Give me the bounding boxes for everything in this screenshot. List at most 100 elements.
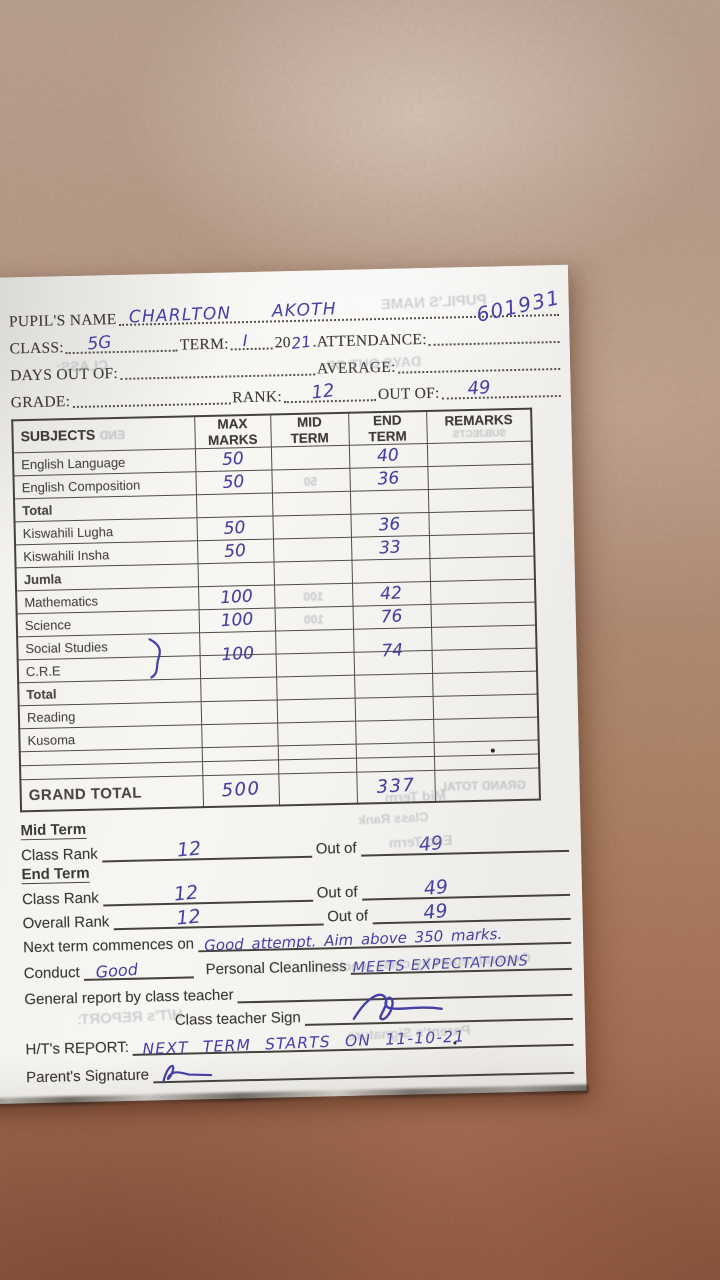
grade-rank-line: GRADE: RANK: 12 OUT OF: 49 (10, 377, 563, 413)
max-cell: 50 (194, 447, 272, 472)
max-cell: 50 (195, 470, 272, 495)
remarks-cell (431, 625, 537, 651)
end-line1: END (372, 412, 402, 429)
rank-dotted-line: 12 (284, 380, 377, 404)
mid-cell (272, 514, 351, 540)
mid-cell (270, 445, 350, 471)
max-cell: 50 (197, 539, 274, 564)
ghost-mid-term: Mid Term (384, 786, 447, 806)
end-cell (351, 558, 430, 584)
overall-out-of-handwritten: 49 (422, 899, 449, 925)
ghost-class: CLASS: (55, 356, 109, 376)
out-of-label: OUT OF: (377, 384, 440, 404)
mid-cell (272, 537, 352, 563)
out-of-line: 49 (371, 899, 571, 925)
max-cell (201, 722, 278, 748)
remarks-cell (429, 579, 536, 605)
grand-total-mid-cell (278, 772, 358, 806)
out-of-line: 49 (361, 876, 571, 901)
end-cell (349, 489, 429, 515)
mid-cell: 50 (271, 468, 350, 494)
handwritten-bracket (148, 638, 161, 679)
grand-total-max-cell: 500 (202, 773, 280, 808)
subject-cell: Kusoma (19, 724, 202, 752)
class-handwritten: 5G (86, 332, 113, 355)
class-rank-line: 12 (102, 882, 313, 907)
year-prefix-printed: 20 (274, 334, 292, 352)
end-handwritten: 76 (380, 605, 404, 627)
subjects-header-text: SUBJECTS (20, 426, 96, 445)
parent-sign-row: Parent's Signature (25, 1048, 578, 1087)
parent-signature (162, 1064, 213, 1084)
mid-cell: 100 (274, 606, 354, 632)
teacher-sign-label: Class teacher Sign (174, 1009, 301, 1029)
parent-sign-line (152, 1057, 575, 1084)
max-handwritten: 100 (219, 585, 254, 608)
report-card-content: PUPIL'S NAME CHARLTON AKOTH 601931 CLASS… (8, 285, 578, 1088)
end-cell (354, 673, 433, 699)
mid-cell (271, 491, 351, 517)
mid-line1: MID (296, 414, 322, 430)
end-term-heading: End Term (21, 865, 90, 885)
teacher-sign-row: Class teacher Sign (25, 993, 577, 1033)
grade-label: GRADE: (10, 393, 71, 412)
max-cell (200, 677, 277, 702)
end-line2: TERM (368, 427, 407, 444)
out-of-label: Out of (316, 883, 358, 902)
max-handwritten: 50 (222, 471, 246, 493)
teacher-signature (352, 993, 443, 1021)
remarks-cell (430, 602, 537, 628)
subject-text: Social Studies (25, 638, 108, 656)
end-cell: 33 (350, 535, 430, 561)
remarks-cell (426, 441, 533, 467)
class-rank-label: Class Rank (20, 845, 98, 865)
out-of-label: Out of (315, 839, 357, 858)
remarks-header-text: REMARKS (444, 412, 513, 429)
overall-rank-label: Overall Rank (22, 913, 110, 933)
col-header-end-term: END TERM (348, 411, 427, 446)
col-header-mid-term: MID TERM (270, 412, 349, 448)
pupil-name-dotted-line: CHARLTON AKOTH 601931 (118, 285, 562, 328)
admission-number-handwritten: 601931 (473, 285, 563, 327)
end-handwritten-spanning: 74 (381, 639, 404, 661)
mid-line2: TERM (290, 429, 329, 446)
footer-section: Mid Term Class Rank 12 Out of 49 End Ter… (20, 810, 578, 1086)
ghost-number: 100 (303, 611, 324, 627)
average-dotted-line (397, 364, 561, 374)
term-dotted-line: I (230, 331, 273, 351)
mid-cell (276, 698, 356, 723)
subject-cell: Social Studies (17, 632, 200, 679)
mid-cell (276, 675, 355, 701)
col-header-subjects: SUBJECTS END (12, 416, 195, 453)
end-cell: 42 (352, 581, 431, 607)
parent-sign-label: Parent's Signature (25, 1066, 150, 1087)
max-cell (195, 493, 273, 518)
next-term-label: Next term commences on (23, 935, 195, 957)
rank-label: RANK: (232, 388, 283, 407)
overall-rank-line: 12 (113, 905, 324, 931)
remarks-cell (433, 717, 539, 743)
end-handwritten: 40 (376, 444, 400, 467)
grand-total-label: GRAND TOTAL (20, 775, 204, 812)
marks-table: SUBJECTS END MAX MARKS MID TERM END TERM RE… (11, 407, 541, 813)
end-cell (354, 696, 434, 722)
conduct-handwritten: Good (94, 959, 139, 982)
max-cell: 100 (198, 585, 275, 610)
mid-cell (275, 652, 355, 678)
ghost-end-text: END (99, 427, 125, 443)
max-handwritten: 50 (223, 540, 247, 562)
overall-rank-handwritten: 12 (175, 905, 202, 930)
mid-cell (275, 629, 354, 655)
ghost-number: 100 (303, 588, 324, 604)
mid-term-heading: Mid Term (20, 821, 87, 841)
report-card-paper: PUPIL'S NAME CHARLTON AKOTH 601931 CLASS… (0, 264, 589, 1108)
ht-report-label: H/T's REPORT: (25, 1038, 130, 1059)
table-row: Social Studies 100 74 (17, 625, 537, 679)
conduct-line: Good (83, 959, 194, 982)
end-handwritten: 36 (377, 467, 400, 490)
max-cell: 100 (199, 631, 276, 665)
class-term-line: CLASS: 5G TERM: I 20 21 . ATTENDANCE: (9, 326, 561, 359)
remarks-cell (428, 510, 534, 536)
remarks-cell (431, 648, 538, 674)
